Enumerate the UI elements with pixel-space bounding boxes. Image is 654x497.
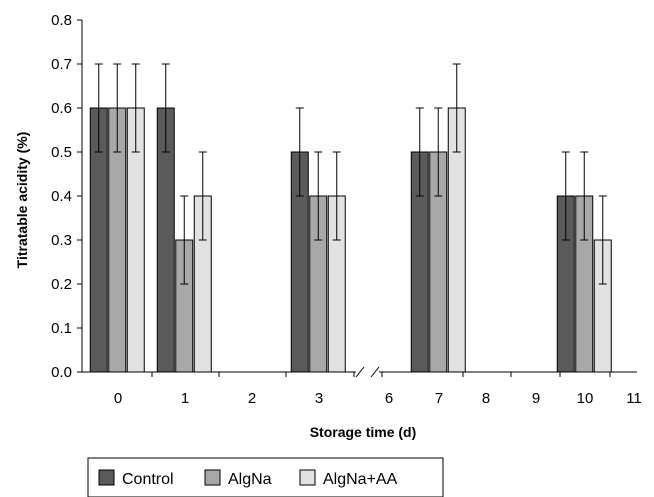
error-bars xyxy=(94,63,607,285)
y-tick-label: 0.5 xyxy=(51,144,72,161)
y-tick-label: 0.7 xyxy=(51,56,72,73)
axis-break-mark xyxy=(370,366,380,378)
legend-swatch xyxy=(299,469,316,486)
x-tick-label: 9 xyxy=(532,390,540,407)
x-tick-label: 6 xyxy=(385,390,393,407)
legend-label: AlgNa xyxy=(228,471,272,488)
bars xyxy=(89,107,612,373)
y-tick-label: 0.8 xyxy=(51,12,72,29)
x-axis-ticks: 0 1 2 3 6 7 8 9 10 11 xyxy=(114,372,642,407)
x-tick-label: 11 xyxy=(626,390,642,407)
legend-swatch xyxy=(98,469,115,486)
y-tick-label: 0.2 xyxy=(51,276,72,293)
y-axis-ticks: 0.0 0.1 0.2 0.3 0.4 0.5 0.6 0.7 0.8 xyxy=(51,12,82,381)
x-tick-label: 2 xyxy=(248,390,256,407)
y-tick-label: 0.1 xyxy=(51,320,72,337)
x-tick-label: 3 xyxy=(315,390,323,407)
x-axis-title: Storage time (d) xyxy=(310,424,417,440)
legend-label: Control xyxy=(122,471,174,488)
x-tick-label: 8 xyxy=(482,390,490,407)
x-tick-label: 10 xyxy=(577,390,594,407)
x-tick-label: 1 xyxy=(181,390,189,407)
axis-break-mark xyxy=(355,366,365,378)
y-tick-label: 0.6 xyxy=(51,100,72,117)
legend-label: AlgNa+AA xyxy=(323,471,398,488)
legend: Control AlgNa AlgNa+AA xyxy=(87,457,444,497)
y-tick-label: 0.4 xyxy=(51,188,72,205)
legend-swatch xyxy=(204,469,221,486)
x-tick-label: 0 xyxy=(114,390,122,407)
legend-box xyxy=(87,457,444,497)
y-tick-label: 0.3 xyxy=(51,232,72,249)
y-tick-label: 0.0 xyxy=(51,364,72,381)
y-axis-title: Titratable acidity (%) xyxy=(14,132,30,269)
x-tick-label: 7 xyxy=(435,390,443,407)
